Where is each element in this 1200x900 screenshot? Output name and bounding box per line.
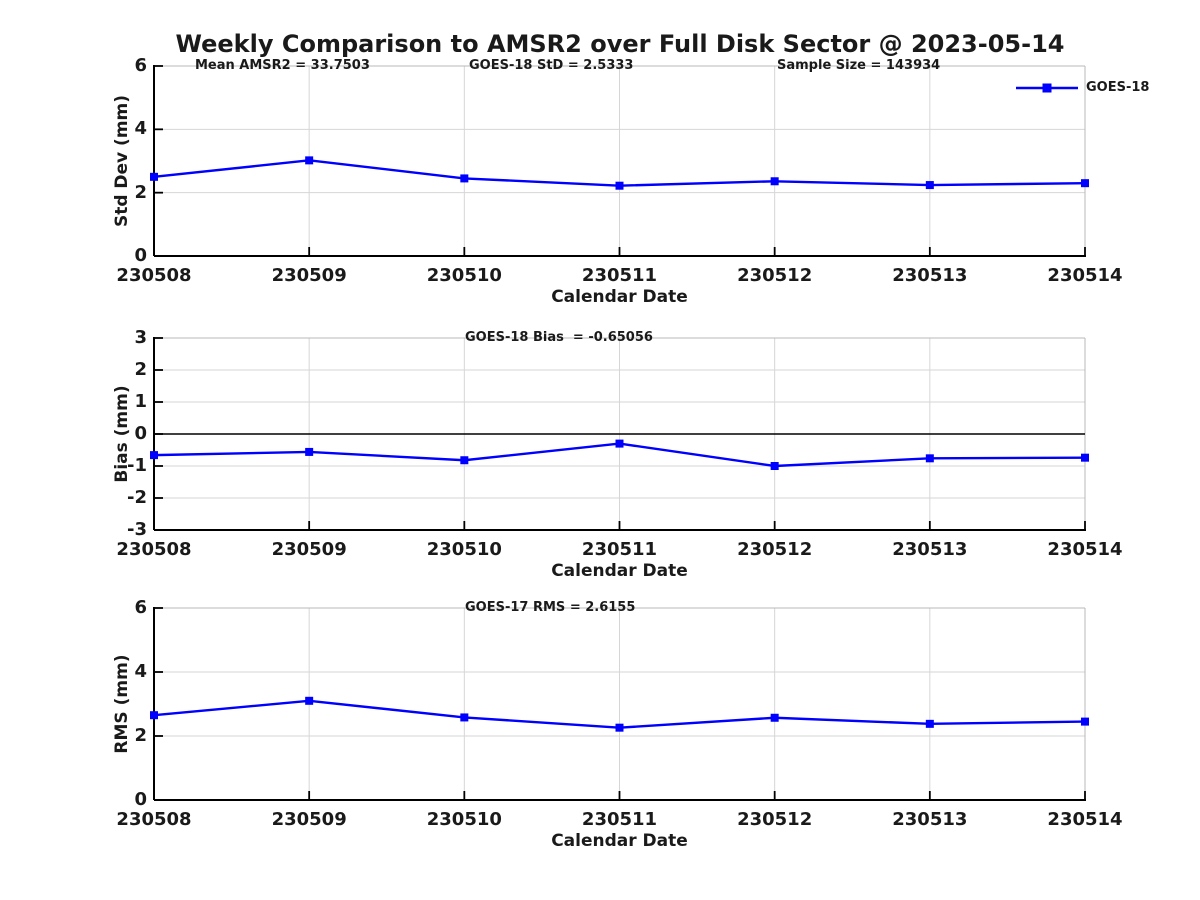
y-tick-label: 4 [134, 661, 147, 682]
x-tick-label: 230513 [892, 265, 968, 286]
y-tick-label: 3 [134, 327, 147, 348]
annotation: Mean AMSR2 = 33.7503 [195, 58, 370, 73]
y-axis-label: RMS (mm) [112, 654, 132, 754]
x-tick-label: 230509 [271, 539, 347, 560]
data-point-marker [150, 711, 158, 720]
x-tick-label: 230513 [892, 539, 968, 560]
x-tick-label: 230509 [271, 265, 347, 286]
data-point-marker [615, 723, 624, 732]
x-tick-label: 230510 [426, 809, 502, 830]
x-tick-label: 230512 [737, 265, 813, 286]
x-tick-label: 230510 [426, 539, 502, 560]
x-axis-label: Calendar Date [551, 561, 688, 581]
y-tick-label: -3 [127, 519, 147, 540]
chart-title: Weekly Comparison to AMSR2 over Full Dis… [175, 30, 1065, 58]
y-axis-label: Std Dev (mm) [112, 94, 132, 228]
legend-marker [1042, 83, 1052, 93]
x-tick-label: 230510 [426, 265, 502, 286]
data-point-marker [1081, 453, 1089, 462]
annotation: GOES-17 RMS = 2.6155 [465, 600, 636, 615]
data-point-marker [615, 439, 624, 448]
data-point-marker [615, 181, 624, 190]
annotation: GOES-18 StD = 2.5333 [469, 58, 634, 73]
data-point-marker [925, 719, 934, 728]
y-tick-label: 0 [134, 423, 147, 444]
data-point-marker [305, 447, 314, 456]
data-point-marker [770, 713, 779, 722]
y-axis-label: Bias (mm) [112, 385, 132, 483]
legend-label: GOES-18 [1086, 80, 1150, 95]
y-tick-label: 4 [134, 118, 147, 140]
x-tick-label: 230508 [116, 265, 192, 286]
y-tick-label: 2 [134, 725, 147, 746]
x-tick-label: 230511 [581, 809, 658, 830]
x-tick-label: 230512 [737, 539, 813, 560]
data-point-marker [305, 696, 314, 705]
y-tick-label: -2 [127, 487, 147, 508]
y-tick-label: 0 [134, 789, 147, 810]
x-tick-label: 230511 [581, 265, 658, 286]
x-axis-label: Calendar Date [551, 831, 688, 851]
annotation: GOES-18 Bias = -0.65056 [465, 330, 653, 345]
y-tick-label: 2 [134, 359, 147, 380]
x-tick-label: 230512 [737, 809, 813, 830]
data-point-marker [770, 177, 779, 186]
x-tick-label: 230511 [581, 539, 658, 560]
data-point-marker [925, 454, 934, 463]
data-point-marker [770, 462, 779, 470]
x-tick-label: 230513 [892, 809, 968, 830]
data-point-marker [1081, 179, 1089, 188]
data-point-marker [460, 713, 469, 722]
x-tick-label: 230514 [1047, 809, 1123, 830]
x-axis-label: Calendar Date [551, 287, 688, 307]
data-point-marker [150, 451, 158, 460]
annotation: Sample Size = 143934 [777, 58, 941, 73]
y-tick-label: -1 [127, 455, 147, 476]
data-point-marker [150, 172, 158, 181]
x-tick-label: 230514 [1047, 539, 1123, 560]
x-tick-label: 230514 [1047, 265, 1123, 286]
y-tick-label: 6 [134, 55, 147, 76]
x-tick-label: 230508 [116, 809, 192, 830]
data-point-marker [925, 181, 934, 190]
data-point-marker [1081, 717, 1089, 726]
x-tick-label: 230509 [271, 809, 347, 830]
x-tick-label: 230508 [116, 539, 192, 560]
y-tick-label: 6 [134, 597, 147, 618]
data-point-marker [460, 174, 469, 183]
y-tick-label: 0 [134, 245, 147, 266]
data-point-marker [460, 456, 469, 465]
data-point-marker [305, 156, 314, 165]
y-tick-label: 1 [134, 391, 147, 412]
y-tick-label: 2 [134, 181, 147, 203]
